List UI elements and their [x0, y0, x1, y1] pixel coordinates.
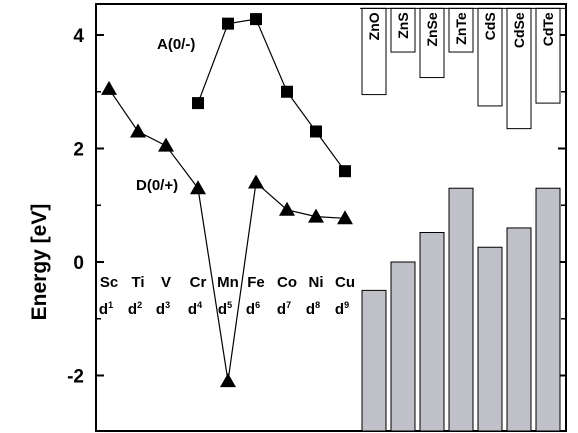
axes [95, 3, 567, 432]
series-line [108, 88, 346, 382]
valence-band-bar [477, 246, 503, 432]
plot-frame [95, 3, 567, 432]
compound-label: ZnSe [424, 12, 440, 46]
element-label: V [161, 274, 171, 291]
element-label: Cu [335, 274, 355, 291]
semiconductor-band-bars [360, 7, 566, 432]
series-label-acceptor: A(0/-) [157, 36, 195, 53]
triangle-marker [190, 180, 206, 195]
triangle-marker [248, 174, 264, 189]
compound-label: CdTe [540, 12, 556, 46]
element-label: Ni [309, 274, 324, 291]
series-label-donor: D(0/+) [136, 177, 178, 194]
square-marker [339, 165, 351, 178]
element-label: Mn [217, 274, 239, 291]
square-marker [250, 13, 262, 26]
element-label: Sc [100, 274, 118, 291]
valence-band-bar [535, 187, 561, 432]
valence-band-bar [506, 227, 532, 432]
d-config-label: d7 [277, 300, 291, 318]
element-label: Cr [190, 274, 207, 291]
compound-label: ZnO [366, 12, 382, 40]
d-config-label: d6 [246, 300, 260, 318]
compound-label: CdSe [511, 12, 527, 48]
valence-band-bar [419, 231, 445, 432]
square-marker [281, 85, 293, 98]
triangle-marker [308, 208, 324, 223]
y-tick-label: 4 [73, 26, 84, 47]
conduction-band-box [390, 7, 416, 53]
element-label: Fe [247, 274, 265, 291]
square-marker [310, 125, 322, 138]
y-tick-label: 2 [73, 140, 84, 161]
conduction-band-box [448, 7, 474, 53]
compound-label: ZnTe [453, 12, 469, 45]
compound-label: ZnS [395, 12, 411, 38]
triangle-marker [101, 80, 117, 95]
d-config-label: d8 [306, 300, 320, 318]
y-tick-label: 0 [73, 253, 84, 274]
chart-labels: -2 0 2 4 Energy [eV] Sc Ti V Cr Mn Fe Co Ni Cu d1 d2 d3 d… [28, 12, 556, 387]
triangle-marker [220, 373, 236, 388]
element-label: Co [277, 274, 297, 291]
d-config-label: d4 [188, 300, 202, 318]
triangle-marker [279, 201, 295, 216]
square-marker [192, 97, 204, 110]
conduction-band-box [361, 7, 387, 96]
compound-label: CdS [482, 12, 498, 40]
element-label: Ti [131, 274, 144, 291]
valence-band-bar [448, 187, 474, 432]
triangle-marker [158, 137, 174, 152]
series-markers [101, 13, 353, 388]
d-config-label: d1 [99, 300, 113, 318]
triangle-marker [337, 210, 353, 225]
valence-band-bar [361, 289, 387, 432]
d-config-label: d5 [218, 300, 232, 318]
d-config-label: d2 [128, 300, 142, 318]
y-tick-label: -2 [67, 367, 84, 388]
series-line [197, 18, 346, 172]
d-config-label: d3 [156, 300, 170, 318]
conduction-band-box [419, 7, 445, 79]
series-lines [108, 18, 346, 382]
valence-band-bar [390, 261, 416, 432]
d-config-label: d9 [335, 300, 349, 318]
triangle-marker [130, 123, 146, 138]
square-marker [222, 17, 234, 30]
y-axis-label: Energy [eV] [28, 204, 51, 321]
